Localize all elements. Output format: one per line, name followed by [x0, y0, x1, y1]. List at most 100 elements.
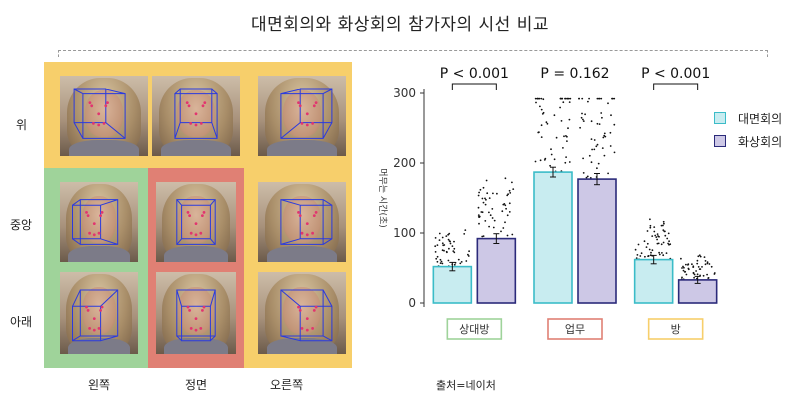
raw-point	[449, 242, 452, 245]
raw-point	[613, 97, 616, 100]
raw-point	[642, 296, 644, 299]
raw-point	[537, 97, 540, 100]
raw-point	[550, 153, 553, 156]
raw-point	[606, 278, 609, 281]
raw-point	[659, 280, 662, 282]
raw-point	[659, 276, 661, 279]
raw-point	[650, 273, 653, 275]
face-photo-middle-right	[258, 182, 346, 262]
raw-point	[484, 220, 487, 222]
legend-label-online: 화상회의	[738, 135, 783, 149]
raw-point	[691, 284, 694, 286]
raw-point	[590, 262, 593, 264]
raw-point	[636, 282, 638, 284]
raw-point	[536, 243, 538, 246]
raw-point	[435, 284, 438, 287]
bar-대면회의-상대방	[432, 265, 473, 304]
raw-point	[580, 263, 583, 266]
raw-point	[453, 251, 456, 254]
raw-point	[492, 282, 495, 285]
raw-point	[709, 284, 712, 287]
raw-point	[607, 256, 610, 259]
raw-point	[695, 301, 697, 304]
raw-point	[455, 286, 457, 288]
raw-point	[539, 159, 542, 162]
raw-point	[494, 283, 497, 286]
raw-point	[549, 208, 551, 211]
raw-point	[467, 253, 469, 256]
raw-point	[450, 297, 453, 300]
raw-point	[664, 230, 666, 233]
raw-point	[583, 180, 586, 183]
raw-point	[684, 270, 687, 273]
raw-point	[642, 276, 645, 279]
page-title: 대면회의와 화상회의 참가자의 시선 비교	[251, 15, 549, 35]
raw-point	[591, 190, 594, 193]
raw-point	[566, 97, 568, 100]
raw-point	[452, 250, 455, 253]
raw-point	[501, 240, 504, 243]
raw-point	[488, 211, 490, 214]
raw-point	[636, 254, 639, 256]
raw-point	[509, 241, 512, 244]
raw-point	[454, 261, 457, 264]
raw-point	[661, 252, 663, 254]
face-photo-middle-center	[156, 182, 236, 262]
raw-point	[643, 273, 645, 276]
raw-point	[682, 278, 685, 281]
raw-point	[637, 282, 639, 285]
raw-point	[698, 285, 700, 288]
raw-point	[678, 281, 681, 284]
raw-point	[449, 240, 451, 243]
raw-point	[454, 285, 457, 287]
raw-point	[606, 261, 609, 264]
raw-point	[446, 251, 448, 254]
raw-point	[492, 192, 494, 195]
raw-point	[544, 236, 546, 239]
raw-point	[491, 208, 494, 210]
category-label-box	[547, 318, 603, 340]
raw-point	[590, 270, 592, 273]
col-label-front: 정면	[185, 378, 208, 392]
raw-point	[566, 97, 569, 100]
raw-point	[710, 300, 713, 302]
raw-point	[593, 148, 596, 151]
raw-point	[663, 290, 665, 292]
raw-point	[713, 273, 716, 275]
raw-point	[501, 272, 504, 275]
legend-swatch-online	[714, 135, 726, 147]
raw-point	[601, 147, 604, 150]
raw-point	[698, 268, 701, 270]
raw-point	[584, 274, 587, 277]
raw-point	[694, 289, 696, 292]
raw-point	[559, 97, 562, 100]
raw-point	[540, 108, 543, 111]
head-pose-overlay	[73, 88, 126, 139]
raw-point	[563, 135, 565, 138]
raw-point	[464, 275, 467, 277]
raw-point	[706, 262, 709, 265]
raw-point	[690, 280, 692, 283]
raw-point	[700, 296, 703, 299]
raw-point	[606, 178, 609, 181]
raw-point	[645, 246, 648, 249]
raw-point	[478, 191, 480, 194]
raw-point	[590, 199, 592, 202]
raw-point	[507, 193, 509, 196]
raw-point	[568, 181, 571, 184]
row-label-bottom: 아래	[10, 315, 33, 329]
bar-대면회의-방	[633, 258, 674, 304]
raw-point	[692, 272, 695, 275]
raw-point	[588, 221, 591, 224]
raw-point	[569, 97, 572, 100]
raw-point	[483, 285, 486, 288]
source-note: 출처=네이처	[436, 379, 496, 392]
raw-point	[662, 220, 665, 223]
raw-point	[685, 273, 688, 276]
raw-point	[502, 203, 505, 206]
legend-label-offline: 대면회의	[738, 112, 783, 126]
raw-point	[566, 259, 569, 262]
col-label-left: 왼쪽	[88, 378, 111, 392]
raw-point	[487, 277, 490, 280]
raw-point	[482, 201, 485, 204]
